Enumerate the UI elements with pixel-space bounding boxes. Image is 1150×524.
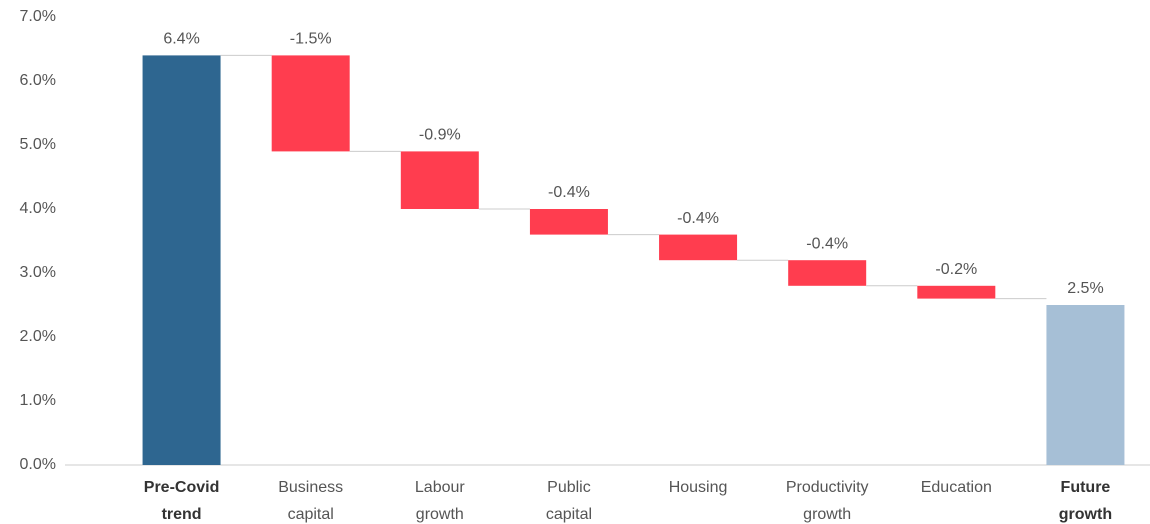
value-label: 2.5% <box>1067 280 1103 297</box>
y-tick-label: 4.0% <box>20 200 56 217</box>
value-label: 6.4% <box>163 31 199 48</box>
value-label: -0.4% <box>806 235 848 252</box>
x-tick-label: Future <box>1061 479 1111 496</box>
value-label: -0.4% <box>548 184 590 201</box>
x-tick-label: Education <box>921 479 992 496</box>
bar <box>1046 305 1125 465</box>
y-tick-label: 7.0% <box>20 8 56 25</box>
bar <box>271 55 350 152</box>
y-tick-label: 1.0% <box>20 392 56 409</box>
x-tick-label: Productivity <box>786 479 869 496</box>
y-tick-label: 2.0% <box>20 328 56 345</box>
y-tick-label: 0.0% <box>20 456 56 473</box>
bar <box>788 260 867 286</box>
y-tick-label: 3.0% <box>20 264 56 281</box>
x-tick-label: growth <box>416 506 464 523</box>
bar <box>659 234 738 261</box>
x-tick-label: trend <box>162 506 202 523</box>
bar <box>529 209 608 235</box>
value-label: -0.2% <box>935 261 977 278</box>
x-tick-label: Business <box>278 479 343 496</box>
x-tick-label: growth <box>803 506 851 523</box>
value-label: -0.4% <box>677 210 719 227</box>
x-tick-label: Public <box>547 479 591 496</box>
y-tick-label: 6.0% <box>20 72 56 89</box>
x-tick-label: Labour <box>415 479 465 496</box>
x-tick-label: capital <box>288 506 334 523</box>
bar <box>142 55 221 466</box>
x-tick-label: Housing <box>669 479 728 496</box>
x-tick-label: Pre-Covid <box>144 479 220 496</box>
x-tick-label: capital <box>546 506 592 523</box>
x-tick-label: growth <box>1059 506 1112 523</box>
bar <box>400 151 479 209</box>
value-label: -0.9% <box>419 127 461 144</box>
value-label: -1.5% <box>290 31 332 48</box>
bar <box>917 285 996 299</box>
y-tick-label: 5.0% <box>20 136 56 153</box>
